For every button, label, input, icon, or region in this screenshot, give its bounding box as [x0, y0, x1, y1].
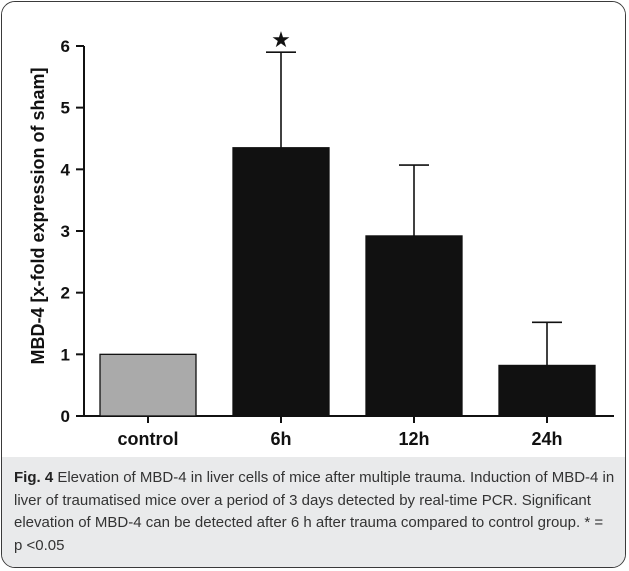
x-tick-label: 24h	[531, 429, 562, 449]
figure-label: Fig. 4	[14, 469, 54, 486]
x-tick-label: control	[118, 429, 179, 449]
y-tick-label: 2	[61, 284, 70, 303]
chart-area: MBD-4 [x-fold expression of sham] contro…	[2, 2, 625, 457]
y-axis-label: MBD-4 [x-fold expression of sham]	[28, 67, 48, 364]
caption-text: Elevation of MBD-4 in liver cells of mic…	[14, 469, 615, 554]
significance-markers: ★	[271, 27, 291, 52]
bar-control	[99, 353, 197, 417]
bar-6h	[232, 147, 330, 417]
bars	[99, 147, 596, 417]
y-tick-label: 4	[61, 160, 71, 179]
y-tick-label: 6	[61, 37, 70, 56]
significance-star: ★	[271, 27, 291, 52]
x-tick-label: 12h	[398, 429, 429, 449]
y-tick-label: 0	[61, 407, 70, 426]
bar-24h	[498, 364, 596, 417]
x-tick-labels: control6h12h24h3d	[118, 429, 563, 449]
error-bars	[266, 51, 562, 366]
y-tick-labels: 0 1 2 3 4 5 6	[61, 37, 71, 426]
figure-caption: Fig. 4 Elevation of MBD-4 in liver cells…	[2, 457, 625, 567]
y-tick-label: 3	[61, 222, 70, 241]
bar-12h	[365, 235, 463, 417]
x-tick-label: 6h	[270, 429, 291, 449]
y-tick-label: 1	[61, 345, 70, 364]
y-tick-label: 5	[61, 99, 70, 118]
bar-chart: MBD-4 [x-fold expression of sham] contro…	[28, 27, 614, 449]
